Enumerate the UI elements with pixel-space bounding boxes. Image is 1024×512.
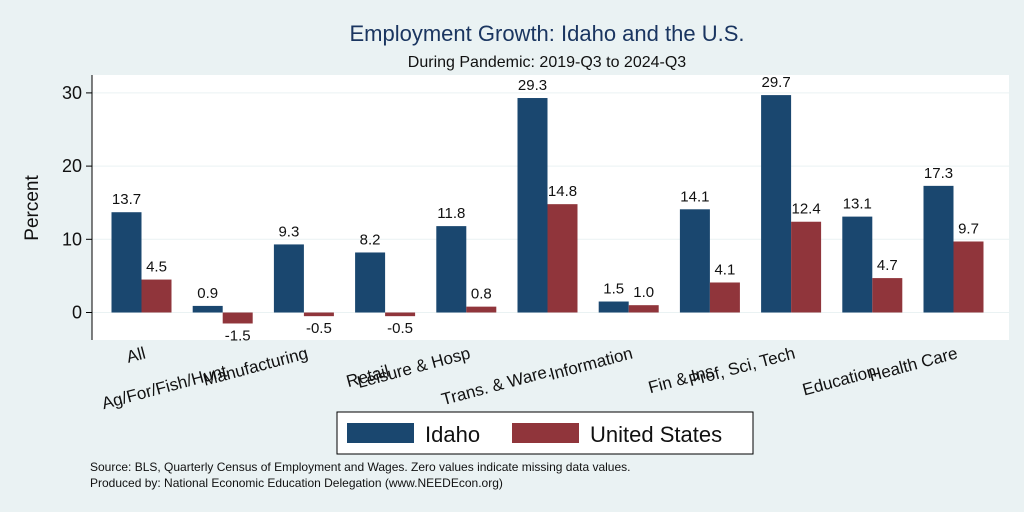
data-label: 8.2	[360, 231, 381, 248]
legend-label-us: United States	[590, 422, 722, 447]
y-tick-label: 30	[62, 83, 82, 103]
bar-idaho	[923, 185, 954, 313]
legend-swatch-us	[512, 423, 579, 443]
x-tick-label: Trans. & Ware.	[439, 362, 553, 410]
bar-idaho	[436, 226, 467, 313]
y-tick-label: 20	[62, 156, 82, 176]
data-label: -0.5	[306, 320, 332, 337]
produced-by-note: Produced by: National Economic Education…	[90, 476, 503, 490]
data-label: 9.7	[958, 220, 979, 237]
data-labels: 13.7 4.5 0.9 -1.5 9.3 -0.5 8.2 -0.5 11.8 0.8 29.3 1…	[112, 74, 979, 344]
data-label: 4.1	[714, 261, 735, 278]
data-label: 4.7	[877, 257, 898, 274]
y-axis-ticks: 0 10 20 30	[62, 83, 92, 323]
data-label: 0.9	[197, 285, 218, 302]
bar-idaho	[842, 216, 873, 313]
bar-us	[303, 312, 334, 317]
data-label: 1.5	[603, 281, 624, 298]
y-tick-label: 10	[62, 229, 82, 249]
y-tick-label: 0	[72, 303, 82, 323]
bar-us	[222, 312, 253, 324]
data-label: 12.4	[791, 201, 820, 218]
data-label: 4.5	[146, 259, 167, 276]
bar-us	[466, 306, 497, 313]
bar-us	[953, 241, 984, 313]
x-tick-label: All	[124, 344, 147, 367]
data-label: 17.3	[924, 165, 953, 182]
data-label: 13.7	[112, 191, 141, 208]
bar-us	[791, 221, 822, 313]
bar-us	[709, 282, 740, 313]
data-label: 14.8	[548, 183, 577, 200]
data-label: 29.7	[761, 74, 790, 91]
data-label: 0.8	[471, 286, 492, 303]
data-label: 13.1	[843, 196, 872, 213]
bar-idaho	[111, 212, 142, 313]
bar-idaho	[517, 98, 548, 313]
data-label: 29.3	[518, 77, 547, 94]
bar-idaho	[355, 252, 386, 313]
data-label: 11.8	[437, 205, 465, 222]
x-tick-label: Health Care	[867, 344, 960, 386]
chart-subtitle: During Pandemic: 2019-Q3 to 2024-Q3	[408, 54, 686, 71]
chart-title: Employment Growth: Idaho and the U.S.	[350, 21, 745, 46]
x-tick-label: Information	[548, 344, 635, 384]
y-axis-label: Percent	[22, 175, 43, 241]
data-label: -1.5	[225, 327, 251, 344]
bar-us	[385, 312, 416, 317]
bar-idaho	[679, 209, 710, 313]
x-tick-label: Manufacturing	[201, 344, 310, 390]
x-tick-label: Prof, Sci, Tech	[687, 344, 797, 391]
legend: Idaho United States	[336, 411, 754, 455]
legend-label-idaho: Idaho	[425, 422, 480, 447]
bar-idaho	[273, 244, 304, 313]
data-label: 1.0	[633, 284, 654, 301]
data-label: 14.1	[680, 188, 709, 205]
bar-idaho	[598, 301, 629, 313]
bar-idaho	[192, 305, 223, 313]
bar-us	[872, 278, 903, 313]
source-note: Source: BLS, Quarterly Census of Employm…	[90, 460, 630, 474]
bar-us	[141, 279, 172, 313]
data-label: 9.3	[278, 223, 299, 240]
bar-us	[628, 305, 659, 313]
data-label: -0.5	[387, 320, 413, 337]
bars	[111, 95, 984, 324]
bar-idaho	[761, 95, 792, 313]
legend-swatch-idaho	[347, 423, 414, 443]
bar-us	[547, 204, 578, 313]
